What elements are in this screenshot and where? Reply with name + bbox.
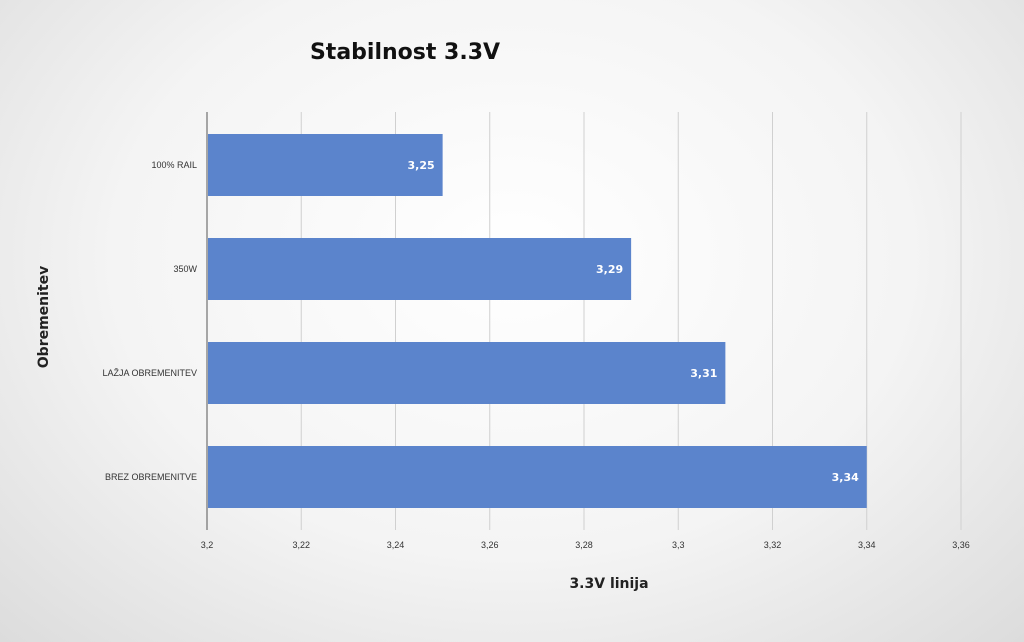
x-tick-label: 3,3 (672, 540, 685, 550)
category-label: 100% RAIL (151, 160, 197, 170)
bar (208, 238, 632, 300)
x-tick-label: 3,2 (201, 540, 214, 550)
bar (208, 134, 443, 196)
x-tick-label: 3,34 (858, 540, 876, 550)
x-tick-label: 3,36 (952, 540, 970, 550)
data-label: 3,29 (596, 263, 623, 276)
chart-title: Stabilnost 3.3V (310, 40, 500, 65)
x-tick-label: 3,32 (764, 540, 782, 550)
x-tick-label: 3,28 (575, 540, 593, 550)
y-axis-title: Obremenitev (36, 266, 52, 368)
x-tick-labels: 3,2 3,22 3,24 3,26 3,28 3,3 3,32 3,34 3,36 (201, 540, 970, 550)
category-labels: 100% RAIL 350W LAŽJA OBREMENITEV BREZ OBREM… (102, 160, 197, 482)
bar (208, 446, 867, 508)
bars (208, 134, 867, 508)
category-label: LAŽJA OBREMENITEV (102, 368, 197, 378)
category-label: BREZ OBREMENITVE (105, 472, 197, 482)
value-labels: 3,25 3,29 3,31 3,34 (407, 159, 859, 484)
data-label: 3,25 (407, 159, 434, 172)
data-label: 3,31 (690, 367, 717, 380)
x-axis-title: 3.3V linija (569, 576, 648, 592)
data-label: 3,34 (832, 471, 859, 484)
x-tick-label: 3,24 (387, 540, 405, 550)
x-tick-label: 3,22 (292, 540, 310, 550)
x-tick-label: 3,26 (481, 540, 499, 550)
category-label: 350W (173, 264, 197, 274)
bar (208, 342, 726, 404)
